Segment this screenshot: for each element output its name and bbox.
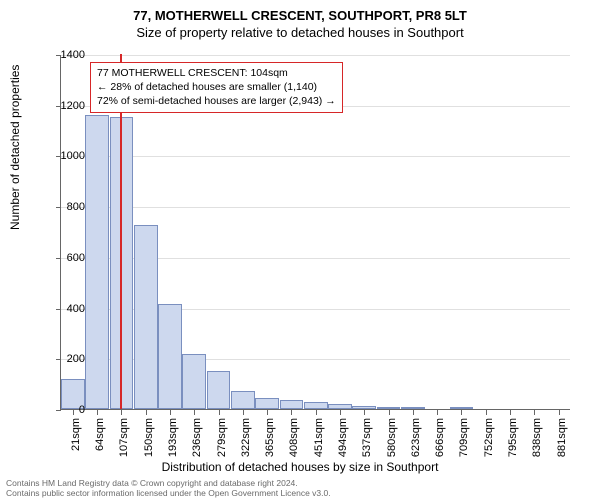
histogram-bar bbox=[182, 354, 206, 409]
ytick-label: 800 bbox=[45, 201, 85, 213]
ytick-label: 1400 bbox=[45, 49, 85, 61]
xtick-label: 537sqm bbox=[361, 418, 373, 458]
x-axis-label: Distribution of detached houses by size … bbox=[0, 460, 600, 474]
chart-container: 77, MOTHERWELL CRESCENT, SOUTHPORT, PR8 … bbox=[0, 0, 600, 500]
histogram-bar bbox=[377, 407, 401, 409]
histogram-bar bbox=[134, 225, 158, 409]
xtick-label: 752sqm bbox=[483, 418, 495, 458]
xtick-mark bbox=[97, 410, 98, 415]
xtick-label: 451sqm bbox=[313, 418, 325, 458]
histogram-bar bbox=[255, 398, 279, 409]
xtick-mark bbox=[146, 410, 147, 415]
xtick-mark bbox=[316, 410, 317, 415]
gridline bbox=[61, 207, 570, 208]
annotation-line-2: ← 28% of detached houses are smaller (1,… bbox=[97, 80, 336, 94]
xtick-mark bbox=[437, 410, 438, 415]
annotation-box: 77 MOTHERWELL CRESCENT: 104sqm ← 28% of … bbox=[90, 62, 343, 113]
footer-line-2: Contains public sector information licen… bbox=[6, 488, 331, 498]
xtick-mark bbox=[121, 410, 122, 415]
xtick-label: 193sqm bbox=[167, 418, 179, 458]
ytick-label: 1000 bbox=[45, 150, 85, 162]
xtick-mark bbox=[170, 410, 171, 415]
xtick-label: 107sqm bbox=[118, 418, 130, 458]
xtick-mark bbox=[486, 410, 487, 415]
xtick-mark bbox=[510, 410, 511, 415]
xtick-label: 279sqm bbox=[216, 418, 228, 458]
ytick-label: 600 bbox=[45, 252, 85, 264]
xtick-label: 408sqm bbox=[288, 418, 300, 458]
title-main: 77, MOTHERWELL CRESCENT, SOUTHPORT, PR8 … bbox=[0, 0, 600, 23]
histogram-bar bbox=[304, 402, 328, 409]
xtick-label: 322sqm bbox=[240, 418, 252, 458]
footer-attribution: Contains HM Land Registry data © Crown c… bbox=[6, 478, 331, 498]
xtick-label: 838sqm bbox=[531, 418, 543, 458]
xtick-label: 494sqm bbox=[337, 418, 349, 458]
histogram-bar bbox=[207, 371, 231, 409]
xtick-label: 365sqm bbox=[264, 418, 276, 458]
xtick-label: 795sqm bbox=[507, 418, 519, 458]
xtick-label: 580sqm bbox=[386, 418, 398, 458]
histogram-bar bbox=[85, 115, 109, 409]
title-sub: Size of property relative to detached ho… bbox=[0, 23, 600, 40]
xtick-mark bbox=[559, 410, 560, 415]
histogram-bar bbox=[401, 407, 425, 409]
ytick-label: 200 bbox=[45, 353, 85, 365]
gridline bbox=[61, 55, 570, 56]
xtick-label: 623sqm bbox=[410, 418, 422, 458]
histogram-bar bbox=[231, 391, 255, 409]
xtick-mark bbox=[534, 410, 535, 415]
histogram-bar bbox=[450, 407, 474, 409]
footer-line-1: Contains HM Land Registry data © Crown c… bbox=[6, 478, 331, 488]
xtick-mark bbox=[219, 410, 220, 415]
xtick-mark bbox=[413, 410, 414, 415]
ytick-label: 1200 bbox=[45, 100, 85, 112]
xtick-mark bbox=[461, 410, 462, 415]
gridline bbox=[61, 156, 570, 157]
xtick-label: 666sqm bbox=[434, 418, 446, 458]
histogram-bar bbox=[158, 304, 182, 409]
xtick-label: 709sqm bbox=[458, 418, 470, 458]
xtick-label: 21sqm bbox=[70, 418, 82, 458]
annotation-line-1: 77 MOTHERWELL CRESCENT: 104sqm bbox=[97, 66, 336, 80]
xtick-mark bbox=[194, 410, 195, 415]
xtick-label: 881sqm bbox=[556, 418, 568, 458]
xtick-mark bbox=[291, 410, 292, 415]
xtick-label: 150sqm bbox=[143, 418, 155, 458]
ytick-label: 400 bbox=[45, 303, 85, 315]
xtick-mark bbox=[340, 410, 341, 415]
ytick-label: 0 bbox=[45, 404, 85, 416]
histogram-bar bbox=[352, 406, 376, 409]
xtick-label: 236sqm bbox=[191, 418, 203, 458]
annotation-line-3: 72% of semi-detached houses are larger (… bbox=[97, 94, 336, 108]
histogram-bar bbox=[280, 400, 304, 409]
xtick-mark bbox=[389, 410, 390, 415]
xtick-mark bbox=[267, 410, 268, 415]
histogram-bar bbox=[328, 404, 352, 409]
xtick-mark bbox=[364, 410, 365, 415]
y-axis-label: Number of detached properties bbox=[8, 65, 22, 230]
xtick-label: 64sqm bbox=[94, 418, 106, 458]
xtick-mark bbox=[243, 410, 244, 415]
